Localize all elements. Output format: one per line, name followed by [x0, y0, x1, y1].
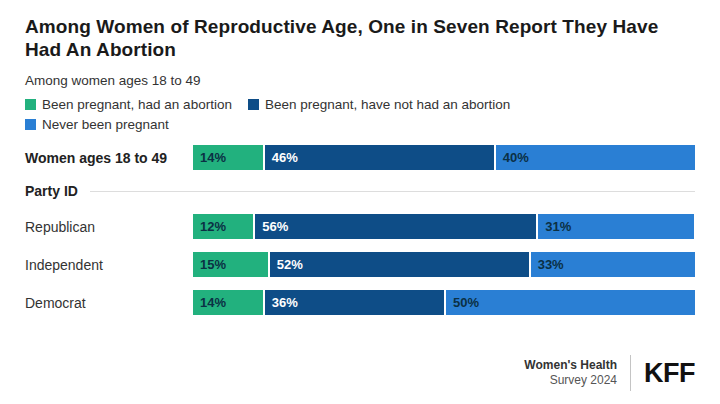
- stacked-bar-chart: Women ages 18 to 4914%46%40% Party ID Re…: [25, 145, 695, 315]
- bar-segment: 14%: [193, 290, 263, 315]
- bar-segment: 52%: [270, 252, 529, 277]
- chart-row: Democrat14%36%50%: [25, 290, 695, 315]
- source-line1: Women's Health: [524, 358, 617, 373]
- section-header: Party ID: [25, 183, 695, 199]
- page-title: Among Women of Reproductive Age, One in …: [25, 15, 695, 61]
- section-label: Party ID: [25, 183, 90, 199]
- chart-row: Women ages 18 to 4914%46%40%: [25, 145, 695, 170]
- bar-segment: 56%: [255, 214, 536, 239]
- legend-label: Been pregnant, have not had an abortion: [265, 97, 510, 112]
- footer-divider: [630, 355, 631, 391]
- legend-swatch-icon: [25, 99, 36, 110]
- row-label: Republican: [25, 219, 193, 235]
- chart-row: Republican12%56%31%: [25, 214, 695, 239]
- bar-segment: 31%: [538, 214, 694, 239]
- legend-label: Never been pregnant: [42, 117, 169, 132]
- bar-segment: 15%: [193, 252, 268, 277]
- legend-item: Been pregnant, had an abortion: [25, 97, 232, 112]
- bar-track: 14%46%40%: [193, 145, 695, 170]
- bar-segment: 40%: [496, 145, 695, 170]
- source-attribution: Women's Health Survey 2024: [524, 358, 617, 388]
- legend-item: Been pregnant, have not had an abortion: [248, 97, 510, 112]
- bar-track: 14%36%50%: [193, 290, 695, 315]
- chart-page: Among Women of Reproductive Age, One in …: [0, 0, 720, 404]
- bar-segment: 14%: [193, 145, 263, 170]
- legend-swatch-icon: [25, 119, 36, 130]
- bar-track: 15%52%33%: [193, 252, 695, 277]
- legend-label: Been pregnant, had an abortion: [42, 97, 232, 112]
- row-label: Women ages 18 to 49: [25, 150, 193, 166]
- legend: Been pregnant, had an abortion Been pregn…: [25, 97, 605, 132]
- chart-subtitle: Among women ages 18 to 49: [25, 73, 695, 88]
- legend-swatch-icon: [248, 99, 259, 110]
- row-label: Independent: [25, 257, 193, 273]
- chart-party-row-group: Republican12%56%31% Independent15%52%33% D…: [25, 214, 695, 315]
- source-line2: Survey 2024: [524, 373, 617, 388]
- bar-track: 12%56%31%: [193, 214, 695, 239]
- bar-segment: 12%: [193, 214, 253, 239]
- kff-logo: KFF: [644, 358, 695, 389]
- row-label: Democrat: [25, 295, 193, 311]
- bar-segment: 50%: [446, 290, 695, 315]
- chart-main-row-group: Women ages 18 to 4914%46%40%: [25, 145, 695, 170]
- legend-item: Never been pregnant: [25, 117, 169, 132]
- footer: Women's Health Survey 2024 KFF: [524, 355, 695, 391]
- bar-segment: 46%: [265, 145, 494, 170]
- bar-segment: 33%: [531, 252, 695, 277]
- chart-row: Independent15%52%33%: [25, 252, 695, 277]
- section-divider: [90, 191, 695, 192]
- bar-segment: 36%: [265, 290, 444, 315]
